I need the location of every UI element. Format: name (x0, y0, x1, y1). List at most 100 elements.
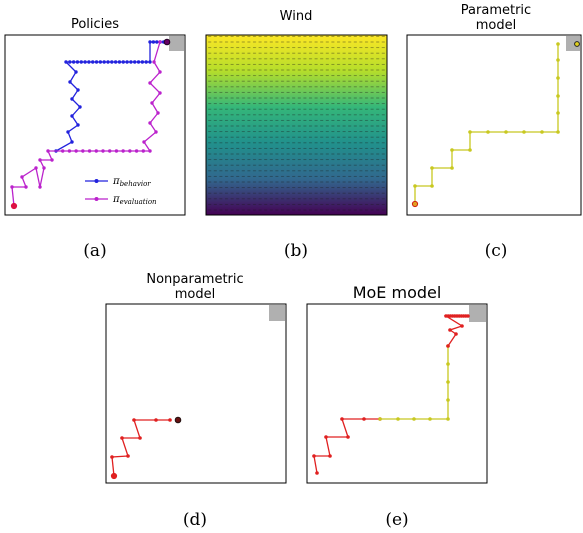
behavior-point (148, 40, 152, 44)
panel-d-trajectory (110, 416, 182, 480)
parametric-point (556, 42, 560, 46)
panel-c-title-line1: Parametric (461, 3, 531, 18)
moe-red-point (362, 417, 366, 421)
panel-e-trajectory (312, 314, 470, 475)
behavior-point (64, 60, 68, 64)
behavior-point (76, 88, 80, 92)
behavior-point (136, 60, 141, 64)
panel-e-caption: (e) (385, 510, 408, 530)
nonparametric-point (126, 454, 130, 458)
panel-a-frame (4, 34, 186, 216)
panel-a-caption: (a) (83, 241, 106, 261)
evaluation-point (108, 149, 112, 153)
nonparametric-end-marker (174, 416, 182, 424)
evaluation-point (38, 158, 42, 162)
behavior-point (117, 60, 122, 64)
parametric-point (486, 130, 490, 134)
panel-d-title-line1: Nonparametric (146, 272, 243, 287)
end-marker (163, 38, 171, 46)
panel-c-frame (406, 34, 582, 216)
parametric-point (556, 111, 560, 115)
behavior-point (121, 60, 125, 64)
panel-c-goal (566, 36, 580, 51)
behavior-point (66, 130, 70, 134)
behavior-point (98, 60, 103, 64)
nonparametric-point (110, 455, 114, 459)
parametric-point (556, 94, 560, 98)
behavior-point (74, 70, 78, 74)
evaluation-point (10, 185, 14, 189)
nonparametric-point (120, 436, 124, 440)
moe-red-point (324, 435, 328, 439)
moe-yellow-point (428, 417, 432, 421)
nonparametric-point (168, 418, 172, 422)
evaluation-point (142, 140, 146, 144)
evaluation-point (134, 149, 139, 153)
moe-top-point (466, 314, 470, 318)
behavior-point (71, 60, 76, 64)
evaluation-point (141, 149, 145, 153)
nonparametric-point (154, 418, 158, 422)
evaluation-point (81, 149, 85, 153)
evaluation-point (158, 40, 162, 44)
behavior-point (113, 60, 118, 64)
legend-evaluation-label: πevaluation (112, 194, 157, 206)
evaluation-point (158, 70, 162, 74)
moe-yellow-point (412, 417, 416, 421)
parametric-start-marker (411, 200, 419, 208)
parametric-point (504, 130, 508, 134)
evaluation-point (74, 149, 78, 153)
behavior-point (144, 60, 148, 64)
parametric-point (556, 76, 560, 80)
panel-b-caption: (b) (284, 241, 308, 261)
evaluation-point (24, 185, 28, 189)
panel-e: MoE model (e) (306, 283, 488, 530)
nonparametric-start-marker (110, 472, 118, 480)
behavior-point (133, 60, 137, 64)
moe-yellow-point (378, 417, 382, 421)
parametric-point (468, 148, 472, 152)
evaluation-point (121, 149, 125, 153)
evaluation-point (34, 166, 38, 170)
nonparametric-path (111, 419, 170, 477)
evaluation-point (158, 91, 162, 95)
behavior-point (125, 60, 129, 64)
behavior-point (70, 140, 74, 144)
behavior-point (78, 105, 82, 109)
panel-e-title: MoE model (353, 283, 442, 302)
evaluation-point (50, 158, 54, 162)
moe-red-path (313, 418, 380, 474)
behavior-point (102, 60, 106, 64)
evaluation-point (148, 121, 152, 125)
moe-top-point (454, 332, 458, 336)
evaluation-point (94, 149, 98, 153)
panel-d-goal (269, 305, 285, 321)
moe-top-point (446, 344, 450, 348)
moe-yellow-point (446, 362, 450, 366)
nonparametric-point (132, 418, 136, 422)
panel-d-title-line2: model (175, 287, 215, 302)
parametric-point (556, 58, 560, 62)
moe-yellow-point (446, 398, 450, 402)
behavior-point (106, 60, 110, 64)
moe-red-point (346, 435, 350, 439)
evaluation-point (150, 101, 154, 105)
evaluation-path (11, 41, 161, 207)
behavior-point (68, 60, 72, 64)
behavior-point (148, 60, 152, 64)
parametric-point (450, 166, 454, 170)
evaluation-point (20, 175, 24, 179)
panel-d-caption: (d) (183, 510, 207, 530)
moe-red-point (328, 454, 332, 458)
legend-behavior-marker (94, 179, 99, 183)
panel-e-goal (469, 305, 486, 322)
moe-yellow-point (446, 417, 450, 421)
moe-red-point (312, 454, 316, 458)
evaluation-point (128, 149, 132, 153)
parametric-point (430, 184, 434, 188)
panel-d-frame (105, 303, 287, 484)
evaluation-point (42, 166, 46, 170)
behavior-point (110, 60, 114, 64)
evaluation-point (148, 81, 152, 85)
parametric-point (430, 166, 434, 170)
